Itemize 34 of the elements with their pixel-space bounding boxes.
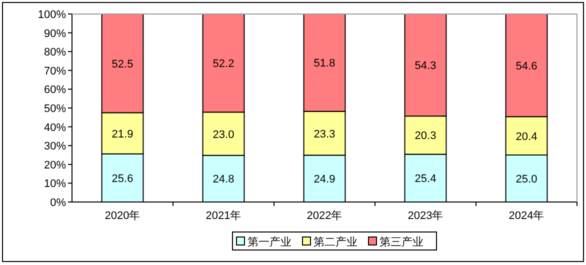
x-tick-label: 2022年 (306, 210, 342, 222)
data-label: 24.8 (212, 174, 234, 186)
x-tick-label: 2023年 (408, 210, 444, 222)
x-tick-label: 2021年 (206, 210, 242, 222)
x-tick-label: 2020年 (104, 210, 140, 222)
data-label: 25.6 (112, 172, 134, 185)
data-label: 23.0 (212, 128, 234, 141)
y-tick-label: 20% (44, 159, 66, 172)
y-tick-label: 90% (44, 28, 66, 40)
y-tick-label: 10% (44, 178, 66, 190)
data-label: 24.9 (314, 174, 336, 186)
data-label: 25.0 (516, 174, 538, 186)
data-label: 21.9 (112, 128, 134, 140)
y-tick-label: 80% (44, 46, 66, 59)
y-tick-label: 50% (44, 103, 66, 115)
data-label: 51.8 (314, 58, 336, 70)
y-tick-label: 100% (38, 9, 66, 21)
y-tick-label: 60% (44, 84, 66, 96)
legend-label: 第三产业 (380, 236, 424, 248)
data-label: 23.3 (314, 128, 336, 140)
y-tick-label: 0% (50, 197, 66, 209)
data-label: 52.2 (212, 58, 234, 70)
y-tick-label: 70% (44, 65, 66, 78)
legend-label: 第二产业 (314, 236, 358, 248)
data-label: 54.6 (516, 60, 538, 72)
data-label: 54.3 (414, 60, 436, 72)
y-tick-label: 30% (44, 140, 66, 153)
data-label: 20.4 (516, 130, 538, 143)
data-label: 25.4 (414, 173, 436, 186)
legend-label: 第一产业 (248, 236, 292, 248)
x-tick-label: 2024年 (508, 210, 544, 222)
data-label: 20.3 (414, 130, 436, 142)
y-tick-label: 40% (44, 122, 66, 134)
data-label: 52.5 (112, 58, 134, 70)
